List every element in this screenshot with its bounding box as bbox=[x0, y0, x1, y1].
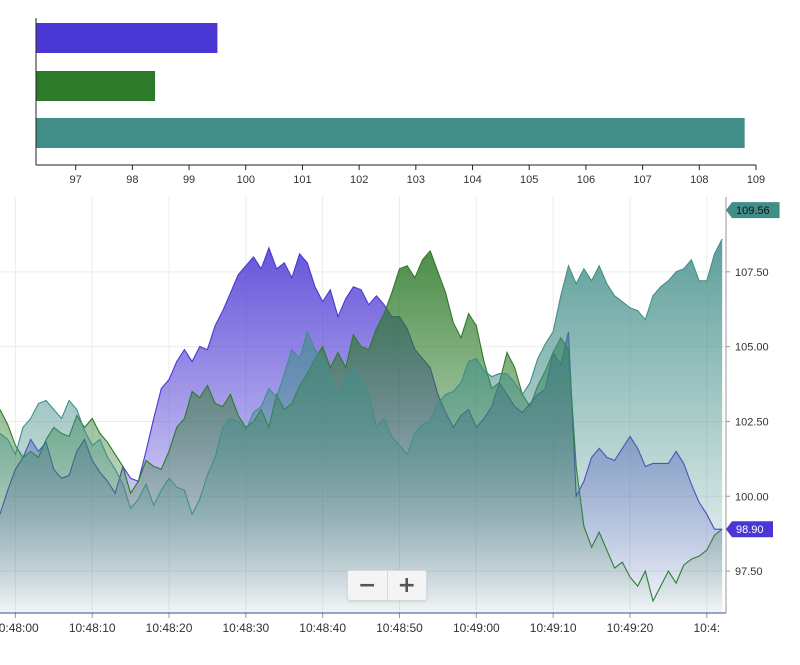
time-tick-label: 10:49:00 bbox=[453, 621, 500, 635]
badge-label: 109.56 bbox=[736, 205, 770, 217]
badge-shape bbox=[726, 202, 780, 219]
badge-label: 98.90 bbox=[736, 524, 764, 536]
zoom-in-button[interactable]: + bbox=[388, 571, 427, 600]
area-chart-axes: 10:48:00 10:48:10 10:48:20 10:48:30 10:48:40… bbox=[0, 197, 769, 635]
price-tick-label: 102.50 bbox=[735, 416, 769, 428]
price-tick-label: 97.50 bbox=[735, 566, 763, 578]
zoom-control: − + bbox=[347, 570, 427, 601]
series-1-last-value-badge: 98.90 bbox=[726, 521, 773, 538]
time-tick-label: 10:48:10 bbox=[69, 621, 116, 635]
bar-chart: 97 98 99 100 101 102 103 104 105 106 107 108 109 bbox=[35, 18, 765, 186]
series-3-area bbox=[0, 238, 723, 613]
price-tick-label: 107.50 bbox=[735, 267, 769, 279]
bar-x-tick-label: 100 bbox=[237, 174, 255, 186]
badge-shape bbox=[726, 521, 773, 538]
bar-x-tick-label: 108 bbox=[690, 174, 708, 186]
series-3-last-value-badge: 109.56 bbox=[726, 202, 780, 219]
bar-x-tick-label: 97 bbox=[70, 174, 82, 186]
bar-x-tick-label: 101 bbox=[293, 174, 311, 186]
bar-x-tick-label: 106 bbox=[577, 174, 595, 186]
bar-x-tick-label: 107 bbox=[633, 174, 651, 186]
time-tick-label: 10:4: bbox=[693, 621, 720, 635]
bar-2 bbox=[36, 71, 156, 101]
price-tick-label: 105.00 bbox=[735, 342, 769, 354]
bar-x-tick-label: 102 bbox=[350, 174, 368, 186]
bar-1 bbox=[36, 23, 218, 53]
bar-3 bbox=[36, 118, 745, 148]
price-tick-label: 100.00 bbox=[735, 491, 769, 503]
zoom-out-button[interactable]: − bbox=[348, 571, 387, 600]
time-tick-label: 10:48:50 bbox=[376, 621, 423, 635]
bar-x-tick-label: 105 bbox=[520, 174, 538, 186]
zoom-separator bbox=[386, 571, 388, 600]
time-tick-label: 10:49:10 bbox=[530, 621, 577, 635]
bar-x-tick-label: 99 bbox=[183, 174, 195, 186]
time-tick-label: 10:49:20 bbox=[607, 621, 654, 635]
bar-x-tick-label: 104 bbox=[463, 174, 481, 186]
area-chart-badges: 98.90 109.56 bbox=[726, 202, 780, 538]
area-chart-series bbox=[0, 238, 723, 613]
time-tick-label: 10:48:30 bbox=[222, 621, 269, 635]
time-tick-label: 10:48:00 bbox=[0, 621, 39, 635]
bar-x-tick-label: 98 bbox=[126, 174, 138, 186]
bar-x-tick-label: 103 bbox=[407, 174, 425, 186]
time-tick-label: 10:48:20 bbox=[146, 621, 193, 635]
series-3-line bbox=[0, 238, 723, 516]
time-tick-label: 10:48:40 bbox=[299, 621, 346, 635]
bar-x-tick-label: 109 bbox=[747, 174, 765, 186]
